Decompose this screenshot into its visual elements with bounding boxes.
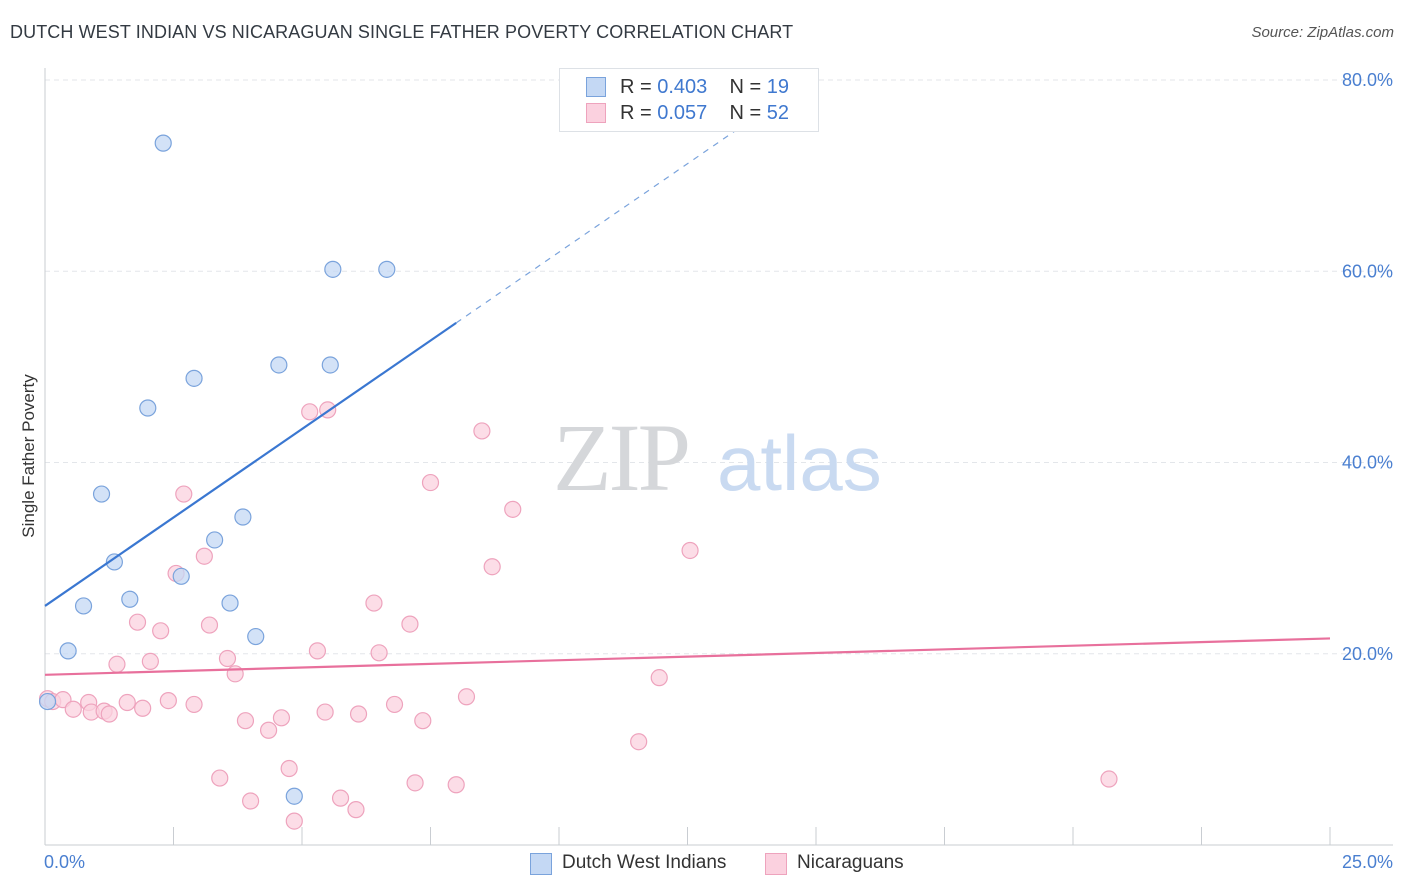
y-tick-label: 60.0% xyxy=(1342,261,1393,281)
data-point xyxy=(631,734,647,750)
data-point xyxy=(402,616,418,632)
legend-text-blue: R = 0.403 N = 19 xyxy=(620,76,789,99)
data-point xyxy=(222,595,238,611)
data-point xyxy=(302,404,318,420)
data-point xyxy=(281,761,297,777)
data-point xyxy=(122,591,138,607)
data-point xyxy=(273,710,289,726)
data-point xyxy=(248,629,264,645)
legend-text-pink: R = 0.057 N = 52 xyxy=(620,102,789,125)
legend-swatch-pink xyxy=(586,103,606,123)
data-point xyxy=(387,696,403,712)
bottom-legend-swatch-blue xyxy=(530,853,552,875)
legend-n-value: 52 xyxy=(767,102,789,124)
data-point xyxy=(286,813,302,829)
data-point xyxy=(60,643,76,659)
data-point xyxy=(351,706,367,722)
y-tick-labels: 20.0% 40.0% 60.0% 80.0% xyxy=(1342,70,1393,664)
data-point xyxy=(40,694,56,710)
data-point xyxy=(415,713,431,729)
data-point xyxy=(448,777,464,793)
data-point xyxy=(317,704,333,720)
data-point xyxy=(186,696,202,712)
trend-lines xyxy=(45,111,1330,675)
data-point xyxy=(173,568,189,584)
trend-line-pink xyxy=(45,638,1330,674)
legend-swatch-blue xyxy=(586,77,606,97)
data-point xyxy=(407,775,423,791)
bottom-legend-label-pink: Nicaraguans xyxy=(797,852,904,874)
data-point xyxy=(130,614,146,630)
data-point xyxy=(371,645,387,661)
data-point xyxy=(474,423,490,439)
data-point xyxy=(142,653,158,669)
legend-r-value: 0.057 xyxy=(657,102,707,124)
data-point xyxy=(325,261,341,277)
legend-n-label: N = xyxy=(730,102,767,124)
data-point xyxy=(261,722,277,738)
data-point xyxy=(65,701,81,717)
gridlines xyxy=(45,80,1393,654)
legend-r-label: R = xyxy=(620,76,657,98)
data-point xyxy=(309,643,325,659)
data-point xyxy=(243,793,259,809)
bottom-legend-swatch-pink xyxy=(765,853,787,875)
data-point xyxy=(322,357,338,373)
data-point xyxy=(237,713,253,729)
data-point xyxy=(140,400,156,416)
data-point xyxy=(76,598,92,614)
data-point xyxy=(186,370,202,386)
legend-r-value: 0.403 xyxy=(657,76,707,98)
data-point xyxy=(119,695,135,711)
data-point xyxy=(348,802,364,818)
data-point xyxy=(176,486,192,502)
data-point xyxy=(484,559,500,575)
data-point xyxy=(101,706,117,722)
y-tick-label: 20.0% xyxy=(1342,644,1393,664)
trend-line-blue xyxy=(45,323,456,606)
watermark-zip: ZIP xyxy=(553,404,688,511)
data-point xyxy=(109,656,125,672)
data-point xyxy=(155,135,171,151)
data-point xyxy=(201,617,217,633)
y-tick-label: 40.0% xyxy=(1342,453,1393,473)
data-point xyxy=(94,486,110,502)
data-point xyxy=(651,670,667,686)
x-tick-left: 0.0% xyxy=(44,852,85,873)
stats-legend: R = 0.403 N = 19 R = 0.057 N = 52 xyxy=(559,68,819,132)
data-point xyxy=(366,595,382,611)
x-tick-right: 25.0% xyxy=(1342,852,1393,873)
data-point xyxy=(682,542,698,558)
trend-line-blue-extension xyxy=(456,111,764,323)
data-point xyxy=(235,509,251,525)
data-point xyxy=(458,689,474,705)
data-point xyxy=(212,770,228,786)
data-point xyxy=(333,790,349,806)
data-point xyxy=(1101,771,1117,787)
data-point xyxy=(271,357,287,373)
watermark-atlas: atlas xyxy=(717,419,882,507)
legend-r-label: R = xyxy=(620,102,657,124)
data-point xyxy=(160,693,176,709)
data-point xyxy=(207,532,223,548)
data-point xyxy=(505,501,521,517)
legend-n-value: 19 xyxy=(767,76,789,98)
legend-n-label: N = xyxy=(730,76,767,98)
y-axis-label: Single Father Poverty xyxy=(19,374,38,538)
data-point xyxy=(196,548,212,564)
scatter-chart: ZIP atlas 20.0% 40.0% 60.0% 80.0% Single Fa… xyxy=(0,0,1406,892)
watermark: ZIP atlas xyxy=(553,404,882,511)
data-point xyxy=(379,261,395,277)
data-point xyxy=(135,700,151,716)
data-point xyxy=(286,788,302,804)
data-point xyxy=(219,651,235,667)
data-point xyxy=(153,623,169,639)
bottom-legend-label-blue: Dutch West Indians xyxy=(562,852,726,874)
data-point xyxy=(423,475,439,491)
y-tick-label: 80.0% xyxy=(1342,70,1393,90)
